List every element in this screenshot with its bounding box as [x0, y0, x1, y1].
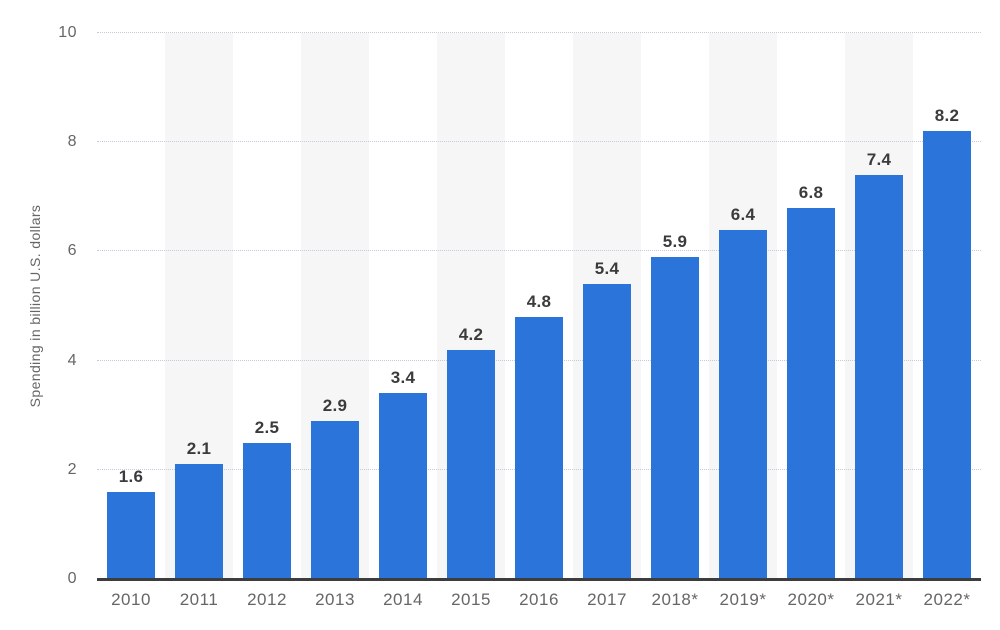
bar: [855, 174, 903, 579]
bar: [379, 393, 427, 579]
y-tick-label: 10: [58, 24, 77, 41]
bar-value-label: 6.8: [798, 182, 824, 202]
gridline: [97, 32, 981, 33]
bar-value-label: 8.2: [934, 106, 960, 126]
gridline: [97, 141, 981, 143]
bar: [923, 131, 971, 579]
bar: [107, 491, 155, 579]
x-tick-label: 2011: [179, 590, 219, 609]
bar-value-label: 6.4: [730, 204, 756, 224]
bar: [651, 256, 699, 579]
bar-value-label: 2.9: [322, 395, 348, 415]
bar-value-label: 4.8: [526, 291, 552, 311]
y-axis-title: Spending in billion U.S. dollars: [27, 204, 43, 408]
bar-value-label: 1.6: [118, 466, 144, 486]
x-tick-label: 2014: [383, 590, 423, 609]
bar-value-label: 5.4: [594, 259, 620, 279]
bar-column: 5.4: [573, 33, 641, 579]
bar-value-label: 2.5: [254, 417, 280, 437]
x-tick-label: 2022*: [923, 590, 971, 609]
bar-column: 4.8: [505, 33, 573, 579]
x-tick-label: 2018*: [651, 590, 699, 609]
x-tick-label: 2020*: [787, 590, 835, 609]
y-tick-label: 4: [67, 351, 77, 369]
bar: [515, 316, 563, 579]
bar: [311, 420, 359, 579]
y-tick-label: 0: [67, 570, 77, 587]
bar: [583, 284, 631, 579]
bar: [243, 442, 291, 579]
gridline: [97, 250, 981, 252]
bar-value-label: 4.2: [458, 324, 484, 344]
bar: [719, 229, 767, 579]
y-tick-label: 8: [67, 133, 77, 151]
y-tick-label: 6: [67, 242, 77, 260]
bar-column: 4.2: [437, 33, 505, 579]
x-tick-label: 2021*: [855, 590, 903, 609]
x-axis-line: [97, 578, 981, 581]
bar-value-label: 2.1: [186, 439, 212, 459]
bar-column: 1.6: [97, 33, 165, 579]
x-tick-label: 2012: [247, 590, 287, 609]
bar-column: 7.4: [845, 33, 913, 579]
bar-column: 2.5: [233, 33, 301, 579]
bar-column: 2.1: [165, 33, 233, 579]
bar-column: 2.9: [301, 33, 369, 579]
x-tick-label: 2016: [519, 590, 559, 609]
bar-column: 3.4: [369, 33, 437, 579]
bar-value-label: 3.4: [390, 368, 416, 388]
bar: [787, 207, 835, 579]
x-tick-label: 2010: [111, 590, 151, 609]
bar-column: 6.8: [777, 33, 845, 579]
y-tick-label: 2: [67, 460, 77, 478]
bar: [447, 349, 495, 579]
bar-value-label: 7.4: [866, 149, 892, 169]
bar-value-label: 5.9: [662, 231, 688, 251]
bar-column: 5.9: [641, 33, 709, 579]
x-tick-label: 2015: [451, 590, 491, 609]
x-tick-label: 2013: [315, 590, 355, 609]
x-tick-label: 2019*: [719, 590, 767, 609]
x-tick-label: 2017: [587, 590, 627, 609]
bar-column: 8.2: [913, 33, 981, 579]
bar-column: 6.4: [709, 33, 777, 579]
plot-area: 1.6 2.1 2.5 2.9 3.4 4.2 4.8 5.4 5.9 6.4 6.8 7.4 8.2: [97, 32, 981, 579]
bar: [175, 464, 223, 579]
